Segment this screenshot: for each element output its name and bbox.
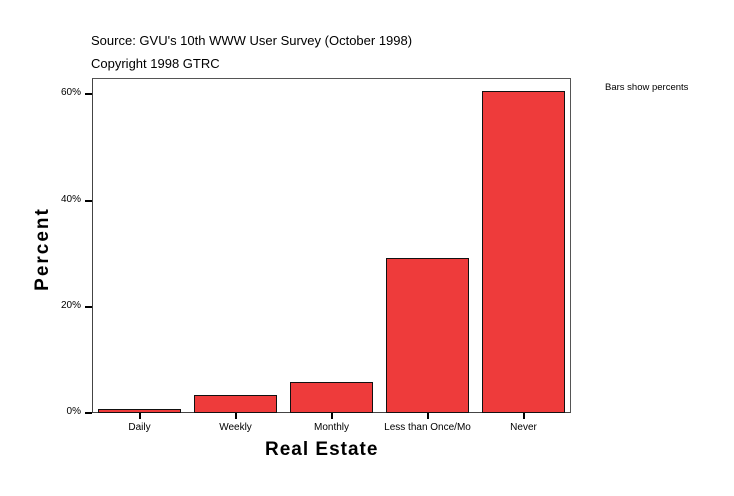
x-tick-label: Less than Once/Mo bbox=[384, 422, 471, 433]
y-tick-label: 60% bbox=[60, 87, 81, 98]
y-tick-20 bbox=[85, 306, 92, 308]
x-tick bbox=[522, 413, 525, 419]
y-tick-label: 40% bbox=[60, 194, 81, 205]
y-tick-label: 0% bbox=[66, 406, 81, 417]
x-tick-label: Never bbox=[510, 422, 537, 433]
chart-note: Bars show percents bbox=[605, 82, 689, 93]
bar-monthly bbox=[290, 381, 373, 414]
bar-daily bbox=[98, 409, 181, 414]
x-tick bbox=[426, 413, 429, 419]
bar-less-than-once-mo bbox=[386, 258, 469, 414]
x-tick bbox=[234, 413, 237, 419]
x-tick bbox=[330, 413, 333, 419]
x-tick-label: Daily bbox=[128, 422, 151, 433]
y-tick-label: 20% bbox=[60, 300, 81, 311]
chart-source: Source: GVU's 10th WWW User Survey (Octo… bbox=[91, 33, 413, 48]
chart-copyright: Copyright 1998 GTRC bbox=[91, 56, 220, 71]
y-tick-60 bbox=[85, 93, 92, 95]
x-tick-label: Monthly bbox=[313, 422, 349, 433]
y-axis-title: Percent bbox=[32, 207, 53, 291]
bar-weekly bbox=[194, 394, 277, 414]
y-tick-0 bbox=[85, 412, 92, 414]
y-tick-40 bbox=[85, 200, 92, 202]
x-tick-label: Weekly bbox=[219, 422, 252, 433]
bar-never bbox=[482, 90, 565, 414]
x-axis-title: Real Estate bbox=[265, 439, 379, 460]
x-tick bbox=[138, 413, 141, 419]
